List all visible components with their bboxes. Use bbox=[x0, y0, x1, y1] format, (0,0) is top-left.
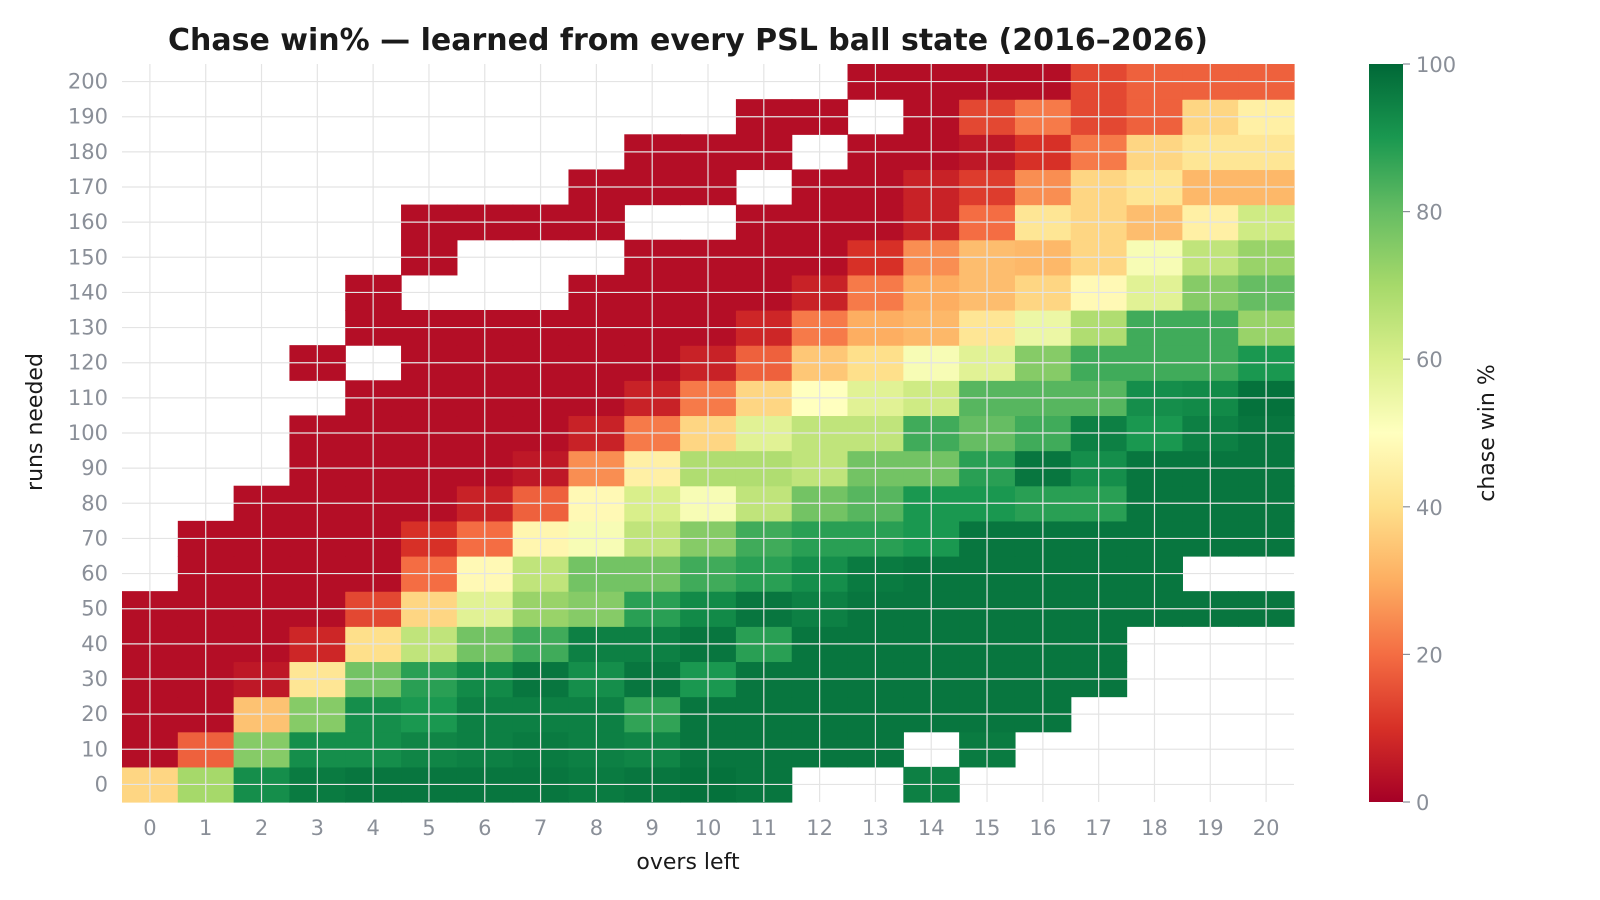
x-tick-label: 19 bbox=[1197, 816, 1224, 840]
colorbar-ticks: 0 20 40 60 80 100 bbox=[1403, 53, 1456, 815]
y-tick-label: 130 bbox=[68, 316, 108, 340]
x-tick-label: 5 bbox=[422, 816, 435, 840]
chart-title: Chase win% — learned from every PSL ball… bbox=[168, 23, 1208, 58]
x-tick-label: 3 bbox=[311, 816, 324, 840]
y-tick-label: 80 bbox=[81, 491, 108, 515]
x-tick-label: 10 bbox=[695, 816, 722, 840]
y-tick-label: 10 bbox=[81, 737, 108, 761]
y-tick-label: 200 bbox=[68, 70, 108, 94]
x-tick-label: 20 bbox=[1253, 816, 1280, 840]
y-tick-label: 20 bbox=[81, 702, 108, 726]
y-tick-label: 50 bbox=[81, 597, 108, 621]
x-tick-label: 0 bbox=[143, 816, 156, 840]
y-tick-label: 110 bbox=[68, 386, 108, 410]
y-tick-label: 60 bbox=[81, 562, 108, 586]
y-tick-label: 190 bbox=[68, 105, 108, 129]
x-tick-label: 14 bbox=[918, 816, 945, 840]
y-tick-label: 90 bbox=[81, 456, 108, 480]
y-tick-label: 150 bbox=[68, 245, 108, 269]
x-axis-ticks: 0 1 2 3 4 5 6 7 8 9 10 11 12 13 14 15 16 17 18 19 20 bbox=[143, 816, 1279, 840]
x-tick-label: 18 bbox=[1141, 816, 1168, 840]
colorbar-tick-label: 60 bbox=[1416, 348, 1443, 372]
y-tick-label: 30 bbox=[81, 667, 108, 691]
y-axis-ticks: 0 10 20 30 40 50 60 70 80 90 100 110 120 130 140 150 160… bbox=[68, 70, 108, 797]
x-tick-label: 7 bbox=[534, 816, 547, 840]
y-tick-label: 120 bbox=[68, 351, 108, 375]
x-tick-label: 17 bbox=[1085, 816, 1112, 840]
x-tick-label: 8 bbox=[590, 816, 603, 840]
gridlines bbox=[122, 64, 1294, 802]
x-tick-label: 12 bbox=[806, 816, 833, 840]
y-tick-label: 160 bbox=[68, 210, 108, 234]
x-tick-label: 16 bbox=[1029, 816, 1056, 840]
y-tick-label: 40 bbox=[81, 632, 108, 656]
x-tick-label: 1 bbox=[199, 816, 212, 840]
colorbar-tick-label: 100 bbox=[1416, 53, 1456, 77]
y-tick-label: 70 bbox=[81, 526, 108, 550]
x-tick-label: 9 bbox=[646, 816, 659, 840]
y-tick-label: 100 bbox=[68, 421, 108, 445]
y-axis-label: runs needed bbox=[23, 353, 48, 491]
x-tick-label: 13 bbox=[862, 816, 889, 840]
y-tick-label: 170 bbox=[68, 175, 108, 199]
x-tick-label: 4 bbox=[366, 816, 379, 840]
x-tick-label: 15 bbox=[974, 816, 1001, 840]
colorbar bbox=[1369, 64, 1403, 802]
x-tick-label: 11 bbox=[750, 816, 777, 840]
y-tick-label: 140 bbox=[68, 280, 108, 304]
y-tick-label: 0 bbox=[95, 772, 108, 796]
colorbar-tick-label: 0 bbox=[1416, 791, 1429, 815]
x-tick-label: 2 bbox=[255, 816, 268, 840]
colorbar-tick-label: 80 bbox=[1416, 201, 1443, 225]
colorbar-tick-label: 40 bbox=[1416, 496, 1443, 520]
x-axis-label: overs left bbox=[636, 850, 740, 875]
x-tick-label: 6 bbox=[478, 816, 491, 840]
colorbar-tick-label: 20 bbox=[1416, 643, 1443, 667]
colorbar-label: chase win % bbox=[1475, 364, 1500, 501]
y-tick-label: 180 bbox=[68, 140, 108, 164]
